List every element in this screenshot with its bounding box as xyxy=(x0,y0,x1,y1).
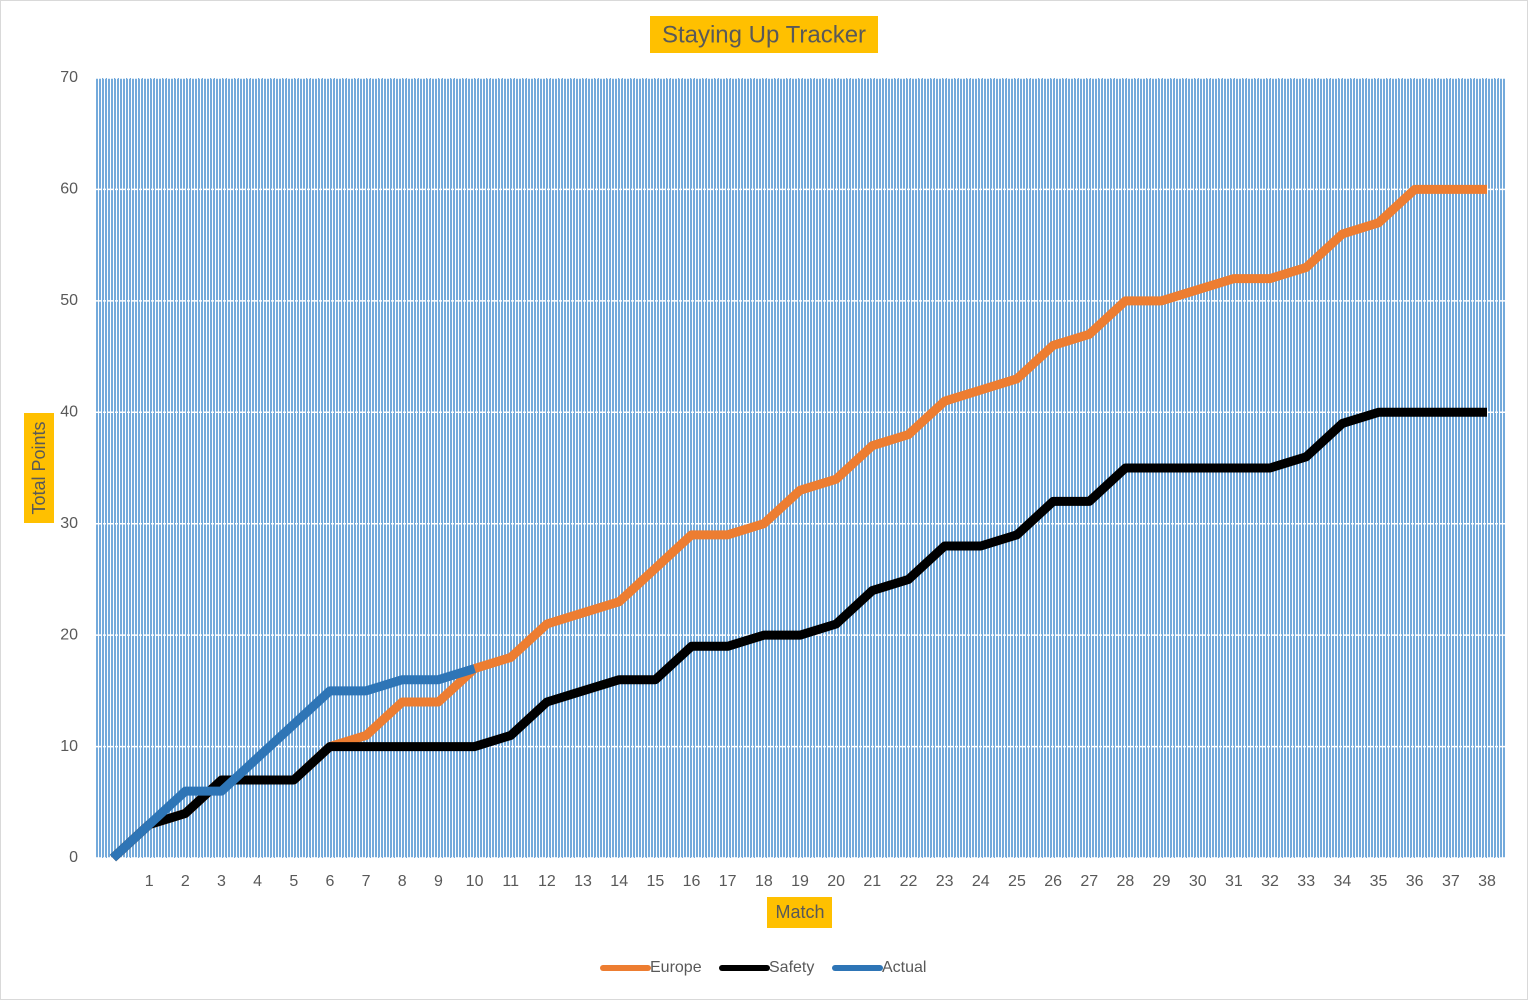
x-tick-label: 23 xyxy=(936,873,954,890)
y-tick-label: 30 xyxy=(60,515,78,532)
x-tick-label: 15 xyxy=(646,873,664,890)
legend-label: Safety xyxy=(769,959,814,976)
x-tick-label: 35 xyxy=(1370,873,1388,890)
legend-label: Actual xyxy=(882,959,926,976)
x-tick-label: 3 xyxy=(217,873,226,890)
x-tick-label: 32 xyxy=(1261,873,1279,890)
x-tick-label: 4 xyxy=(253,873,262,890)
x-tick-label: 27 xyxy=(1080,873,1098,890)
y-axis-label: Total Points xyxy=(29,421,49,514)
x-tick-label: 21 xyxy=(863,873,881,890)
x-tick-label: 25 xyxy=(1008,873,1026,890)
y-tick-label: 40 xyxy=(60,404,78,421)
x-tick-label: 13 xyxy=(574,873,592,890)
y-tick-label: 60 xyxy=(60,181,78,198)
x-tick-label: 6 xyxy=(325,873,334,890)
title-box xyxy=(650,16,878,53)
x-tick-label: 17 xyxy=(719,873,737,890)
x-tick-label: 10 xyxy=(466,873,484,890)
x-tick-label: 12 xyxy=(538,873,556,890)
y-tick-label: 50 xyxy=(60,292,78,309)
x-tick-label: 38 xyxy=(1478,873,1496,890)
chart-title: Staying Up Tracker xyxy=(662,21,866,48)
y-tick-label: 70 xyxy=(60,69,78,86)
x-label-box xyxy=(767,897,832,928)
x-tick-label: 8 xyxy=(398,873,407,890)
x-tick-label: 16 xyxy=(683,873,701,890)
x-tick-label: 24 xyxy=(972,873,990,890)
x-tick-label: 5 xyxy=(289,873,298,890)
x-tick-label: 29 xyxy=(1153,873,1171,890)
y-tick-label: 10 xyxy=(60,738,78,755)
line-series xyxy=(109,407,1487,862)
x-tick-label: 36 xyxy=(1406,873,1424,890)
y-tick-label: 0 xyxy=(69,849,78,866)
x-tick-label: 26 xyxy=(1044,873,1062,890)
x-tick-label: 9 xyxy=(434,873,443,890)
plot-area xyxy=(95,78,1505,858)
x-tick-label: 28 xyxy=(1117,873,1135,890)
y-label-box xyxy=(24,413,54,523)
x-tick-label: 30 xyxy=(1189,873,1207,890)
x-tick-label: 19 xyxy=(791,873,809,890)
x-tick-label: 34 xyxy=(1333,873,1351,890)
x-tick-label: 2 xyxy=(181,873,190,890)
x-tick-label: 37 xyxy=(1442,873,1460,890)
x-tick-label: 20 xyxy=(827,873,845,890)
x-tick-label: 31 xyxy=(1225,873,1243,890)
x-tick-label: 7 xyxy=(362,873,371,890)
x-tick-label: 1 xyxy=(145,873,154,890)
x-axis-label: Match xyxy=(775,902,824,922)
x-tick-label: 11 xyxy=(502,873,519,890)
line-series xyxy=(109,664,476,862)
x-tick-label: 22 xyxy=(900,873,918,890)
x-tick-label: 18 xyxy=(755,873,773,890)
legend-label: Europe xyxy=(650,959,702,976)
x-tick-label: 14 xyxy=(610,873,628,890)
x-tick-label: 33 xyxy=(1297,873,1315,890)
y-tick-label: 20 xyxy=(60,626,78,643)
